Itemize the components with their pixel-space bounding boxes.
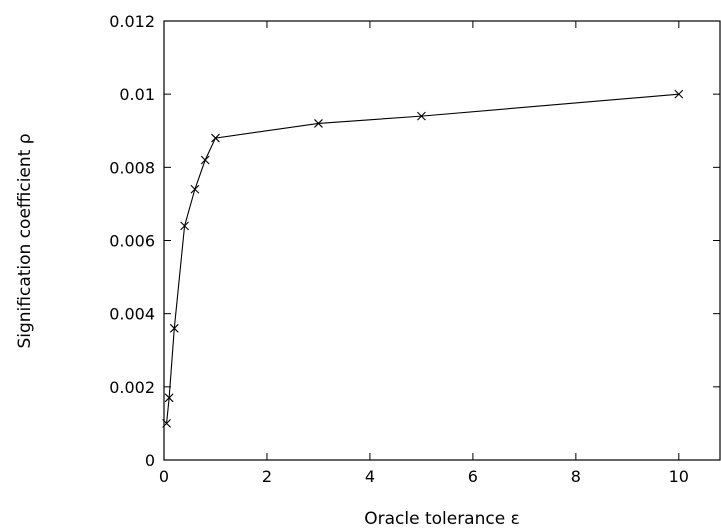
series-line <box>166 93 679 424</box>
y-tick-label: 0.012 <box>109 12 155 31</box>
data-point <box>164 393 174 403</box>
y-tick-label: 0.002 <box>109 378 155 397</box>
data-point <box>162 419 171 428</box>
x-tick-label: 10 <box>669 467 689 486</box>
data-point <box>200 155 210 165</box>
data-point-x-stroke <box>314 119 323 128</box>
x-tick-label: 4 <box>365 467 375 486</box>
plot-frame <box>163 20 721 461</box>
data-point-x-stroke <box>190 184 200 194</box>
x-tick-label: 0 <box>159 467 169 486</box>
series-layer <box>162 89 684 428</box>
data-point <box>169 323 179 333</box>
y-axis-title: Signification coefficient ρ <box>15 133 35 348</box>
data-point-x-stroke <box>674 89 684 99</box>
data-point <box>180 221 189 231</box>
data-point-x-stroke <box>200 155 210 165</box>
x-tick-label: 6 <box>468 467 478 486</box>
y-tick-label: 0.008 <box>109 158 155 177</box>
data-point-x-stroke <box>417 111 426 121</box>
y-tick-label: 0.01 <box>119 85 155 104</box>
data-point <box>417 111 426 121</box>
y-axis: 0 0.002 0.004 0.006 0.008 0.01 0.012 <box>109 12 720 470</box>
data-point <box>190 184 200 194</box>
data-point-x-stroke <box>162 419 171 428</box>
data-point <box>211 133 220 143</box>
y-tick-label: 0 <box>145 451 155 470</box>
data-point <box>314 119 323 128</box>
y-tick-label: 0.006 <box>109 232 155 251</box>
x-tick-label: 2 <box>262 467 272 486</box>
data-point-x-stroke <box>169 323 179 333</box>
data-point-x-stroke <box>180 221 189 231</box>
x-tick-label: 8 <box>571 467 581 486</box>
data-point <box>674 89 684 99</box>
y-tick-label: 0.004 <box>109 305 155 324</box>
x-axis: 0 2 4 6 8 10 <box>159 21 689 486</box>
data-point-x-stroke <box>211 133 220 143</box>
data-point-x-stroke <box>164 393 174 403</box>
x-axis-title: Oracle tolerance ε <box>364 509 520 529</box>
